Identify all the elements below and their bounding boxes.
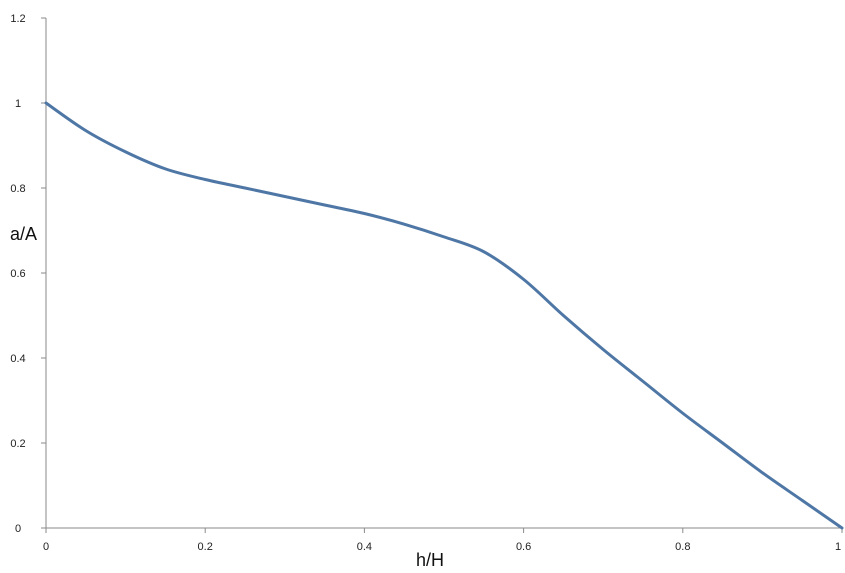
- series-line: [44, 101, 844, 530]
- y-axis-title: a/A: [10, 224, 37, 244]
- x-tick-label: 0.4: [357, 541, 372, 553]
- y-tick-label: 0: [15, 523, 21, 535]
- x-axis-title: h/H: [416, 550, 444, 570]
- series-layer: [44, 101, 844, 530]
- y-tick-label: 0.8: [10, 183, 25, 195]
- y-tick-label: 0.6: [10, 268, 25, 280]
- x-tick-label: 0: [43, 541, 49, 553]
- y-tick-label: 0.2: [10, 438, 25, 450]
- y-tick-label: 1.2: [10, 13, 25, 25]
- y-tick-label: 0.4: [10, 353, 25, 365]
- axes: [45, 18, 842, 529]
- x-tick-label: 0.6: [516, 541, 531, 553]
- x-tick-label: 1: [835, 541, 841, 553]
- x-tick-group: 0 0.2 0.4 0.6 0.8 1: [43, 528, 843, 553]
- x-tick-label: 0.8: [675, 541, 690, 553]
- x-tick-label: 0.2: [198, 541, 213, 553]
- y-tick-label: 1: [15, 98, 21, 110]
- y-tick-group: 0 0.2 0.4 0.6 0.8 1 1.2: [10, 13, 46, 535]
